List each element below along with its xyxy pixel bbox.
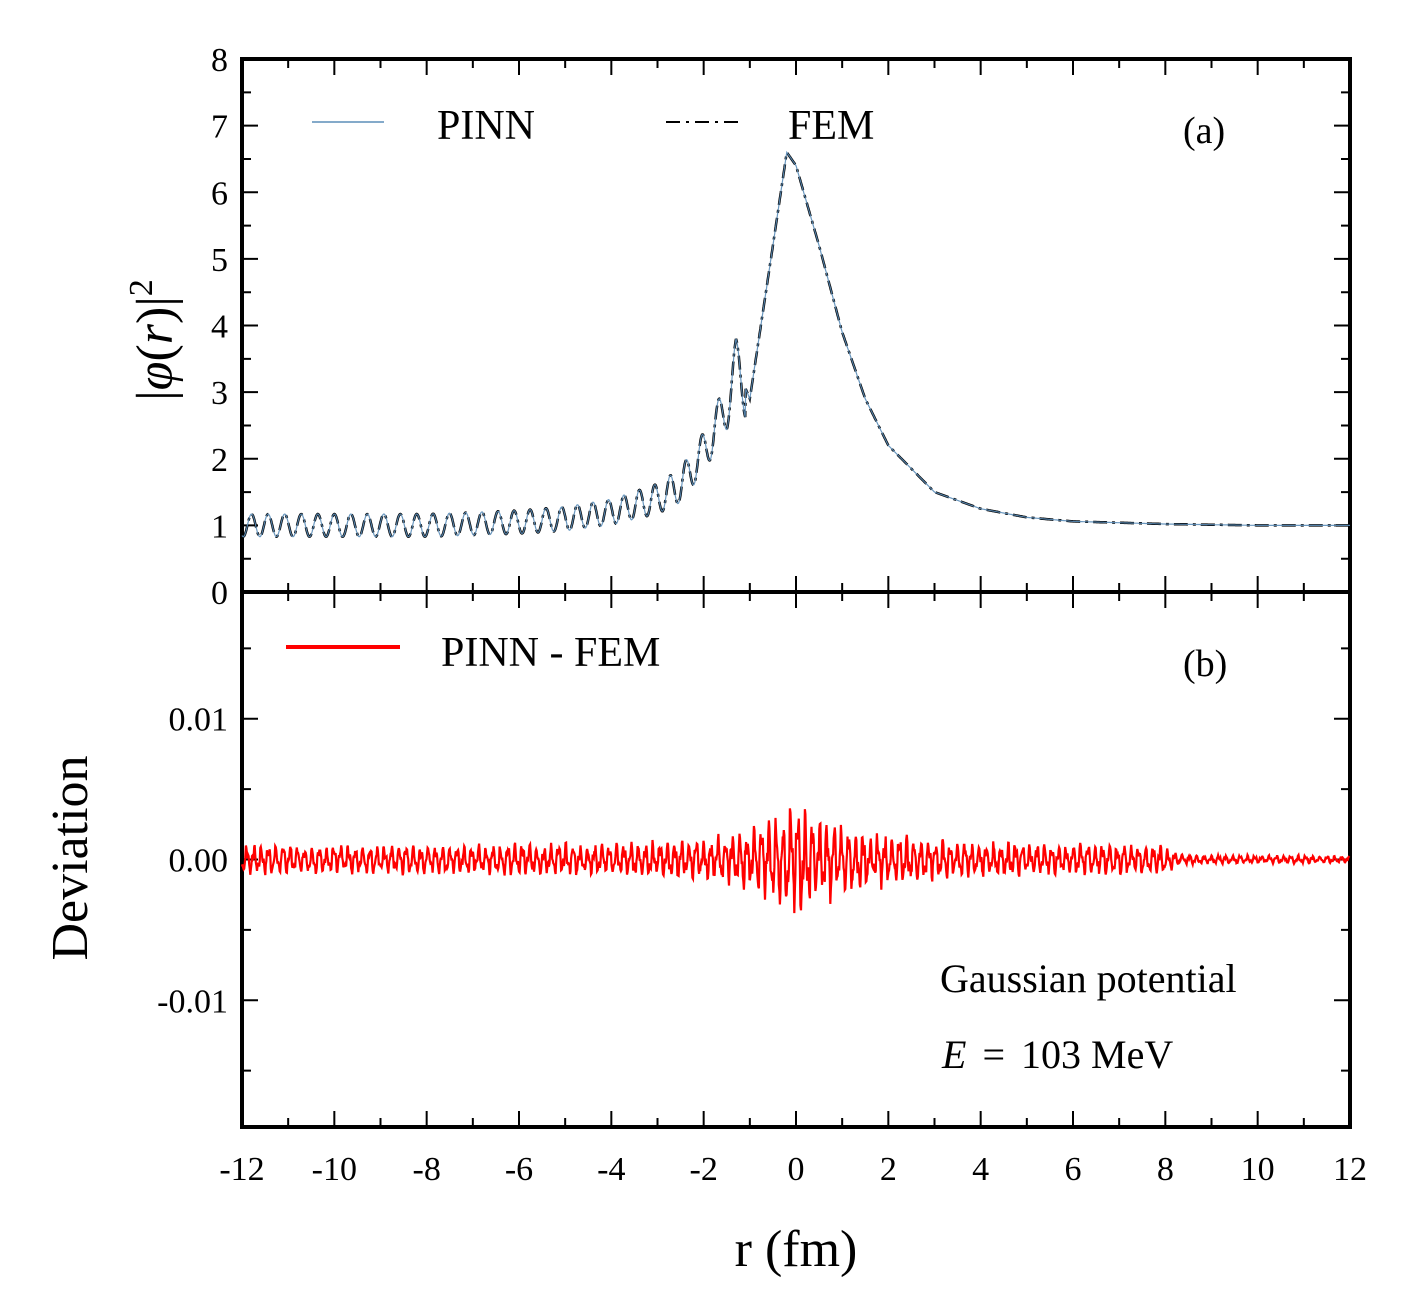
ylabel-a-exponent: 2: [123, 279, 160, 296]
ylabel-a-phi: φ: [127, 362, 184, 391]
annotation-energy-value: 103 MeV: [1021, 1032, 1173, 1077]
y-tick-label: 2: [211, 442, 228, 479]
panel-a-series: [240, 148, 1350, 539]
annotation-energy-var: E: [941, 1032, 966, 1077]
y-tick-label: 0: [211, 575, 228, 612]
panel-b-label: (b): [1183, 643, 1227, 685]
y-tick-label: 8: [211, 42, 228, 79]
y-tick-label: 6: [211, 175, 228, 212]
x-tick-label: 0: [788, 1151, 805, 1188]
fem-curve: [240, 148, 1350, 539]
tick-marks: [241, 58, 1351, 1127]
y-tick-label: 5: [211, 242, 228, 279]
y-tick-label: 0.01: [169, 702, 229, 739]
annotation-potential: Gaussian potential: [940, 956, 1237, 1001]
x-tick-label: -4: [597, 1151, 625, 1188]
panel-b-y-axis-title: Deviation: [42, 755, 99, 960]
axis-ticks: [241, 58, 1351, 1127]
x-tick-label: 2: [880, 1151, 897, 1188]
ylabel-a-close: )|: [127, 296, 184, 324]
y-tick-label: -0.01: [157, 983, 228, 1020]
legend-pinn-label: PINN: [437, 103, 535, 149]
x-tick-label: 12: [1333, 1151, 1367, 1188]
legend-deviation-label: PINN - FEM: [441, 630, 660, 676]
x-axis-title: r (fm): [735, 1221, 858, 1278]
panel-a-y-tick-labels: 0 1 2 3 4 5 6 7 8: [211, 42, 228, 612]
y-tick-label: 1: [211, 508, 228, 545]
x-tick-label: -10: [312, 1151, 357, 1188]
x-tick-label: -2: [690, 1151, 718, 1188]
ylabel-a-r: r: [127, 323, 184, 344]
annotation-energy: E = 103 MeV: [941, 1032, 1173, 1077]
panel-b-y-tick-labels: -0.01 0.00 0.01: [157, 702, 228, 1021]
x-tick-label: 8: [1157, 1151, 1174, 1188]
panel-a-label: (a): [1183, 110, 1225, 152]
panel-b-series: [240, 808, 1351, 914]
deviation-curve: [240, 808, 1351, 914]
ylabel-a-bar-left: |: [127, 390, 184, 400]
x-tick-labels: -12 -10 -8 -6 -4 -2 0 2 4 6 8 10 12: [219, 1151, 1367, 1188]
annotation-energy-eq: =: [982, 1032, 1005, 1077]
x-tick-label: 6: [1065, 1151, 1082, 1188]
x-tick-label: -6: [505, 1151, 533, 1188]
panel-a-y-axis-title: |φ(r)|2: [123, 279, 184, 401]
x-tick-label: 4: [972, 1151, 989, 1188]
y-tick-label: 4: [211, 309, 228, 346]
pinn-curve: [241, 150, 1350, 538]
x-tick-label: -12: [219, 1151, 264, 1188]
legend-fem-label: FEM: [788, 103, 874, 149]
y-tick-label: 3: [211, 375, 228, 412]
ylabel-a-open: (: [127, 344, 184, 361]
x-tick-label: -8: [413, 1151, 441, 1188]
y-tick-label: 7: [211, 109, 228, 146]
y-tick-label: 0.00: [169, 843, 229, 880]
x-tick-label: 10: [1241, 1151, 1275, 1188]
